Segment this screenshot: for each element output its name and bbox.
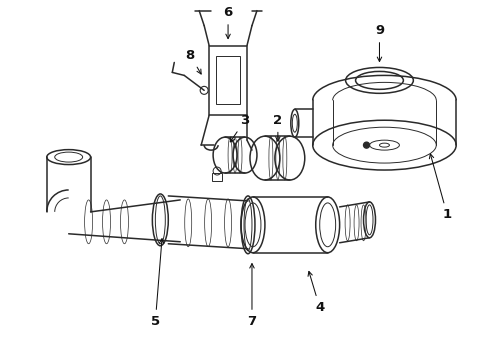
- Text: 7: 7: [247, 264, 257, 328]
- Circle shape: [364, 142, 369, 148]
- Text: 8: 8: [186, 49, 201, 74]
- Bar: [209, 45, 247, 115]
- Text: 9: 9: [375, 24, 384, 62]
- Text: 2: 2: [273, 114, 282, 141]
- Text: 3: 3: [230, 114, 249, 142]
- Bar: [216, 57, 240, 104]
- Text: 5: 5: [151, 239, 164, 328]
- Bar: [212, 173, 222, 181]
- Text: 1: 1: [429, 154, 452, 221]
- Text: 6: 6: [223, 6, 233, 39]
- Text: 4: 4: [308, 271, 324, 314]
